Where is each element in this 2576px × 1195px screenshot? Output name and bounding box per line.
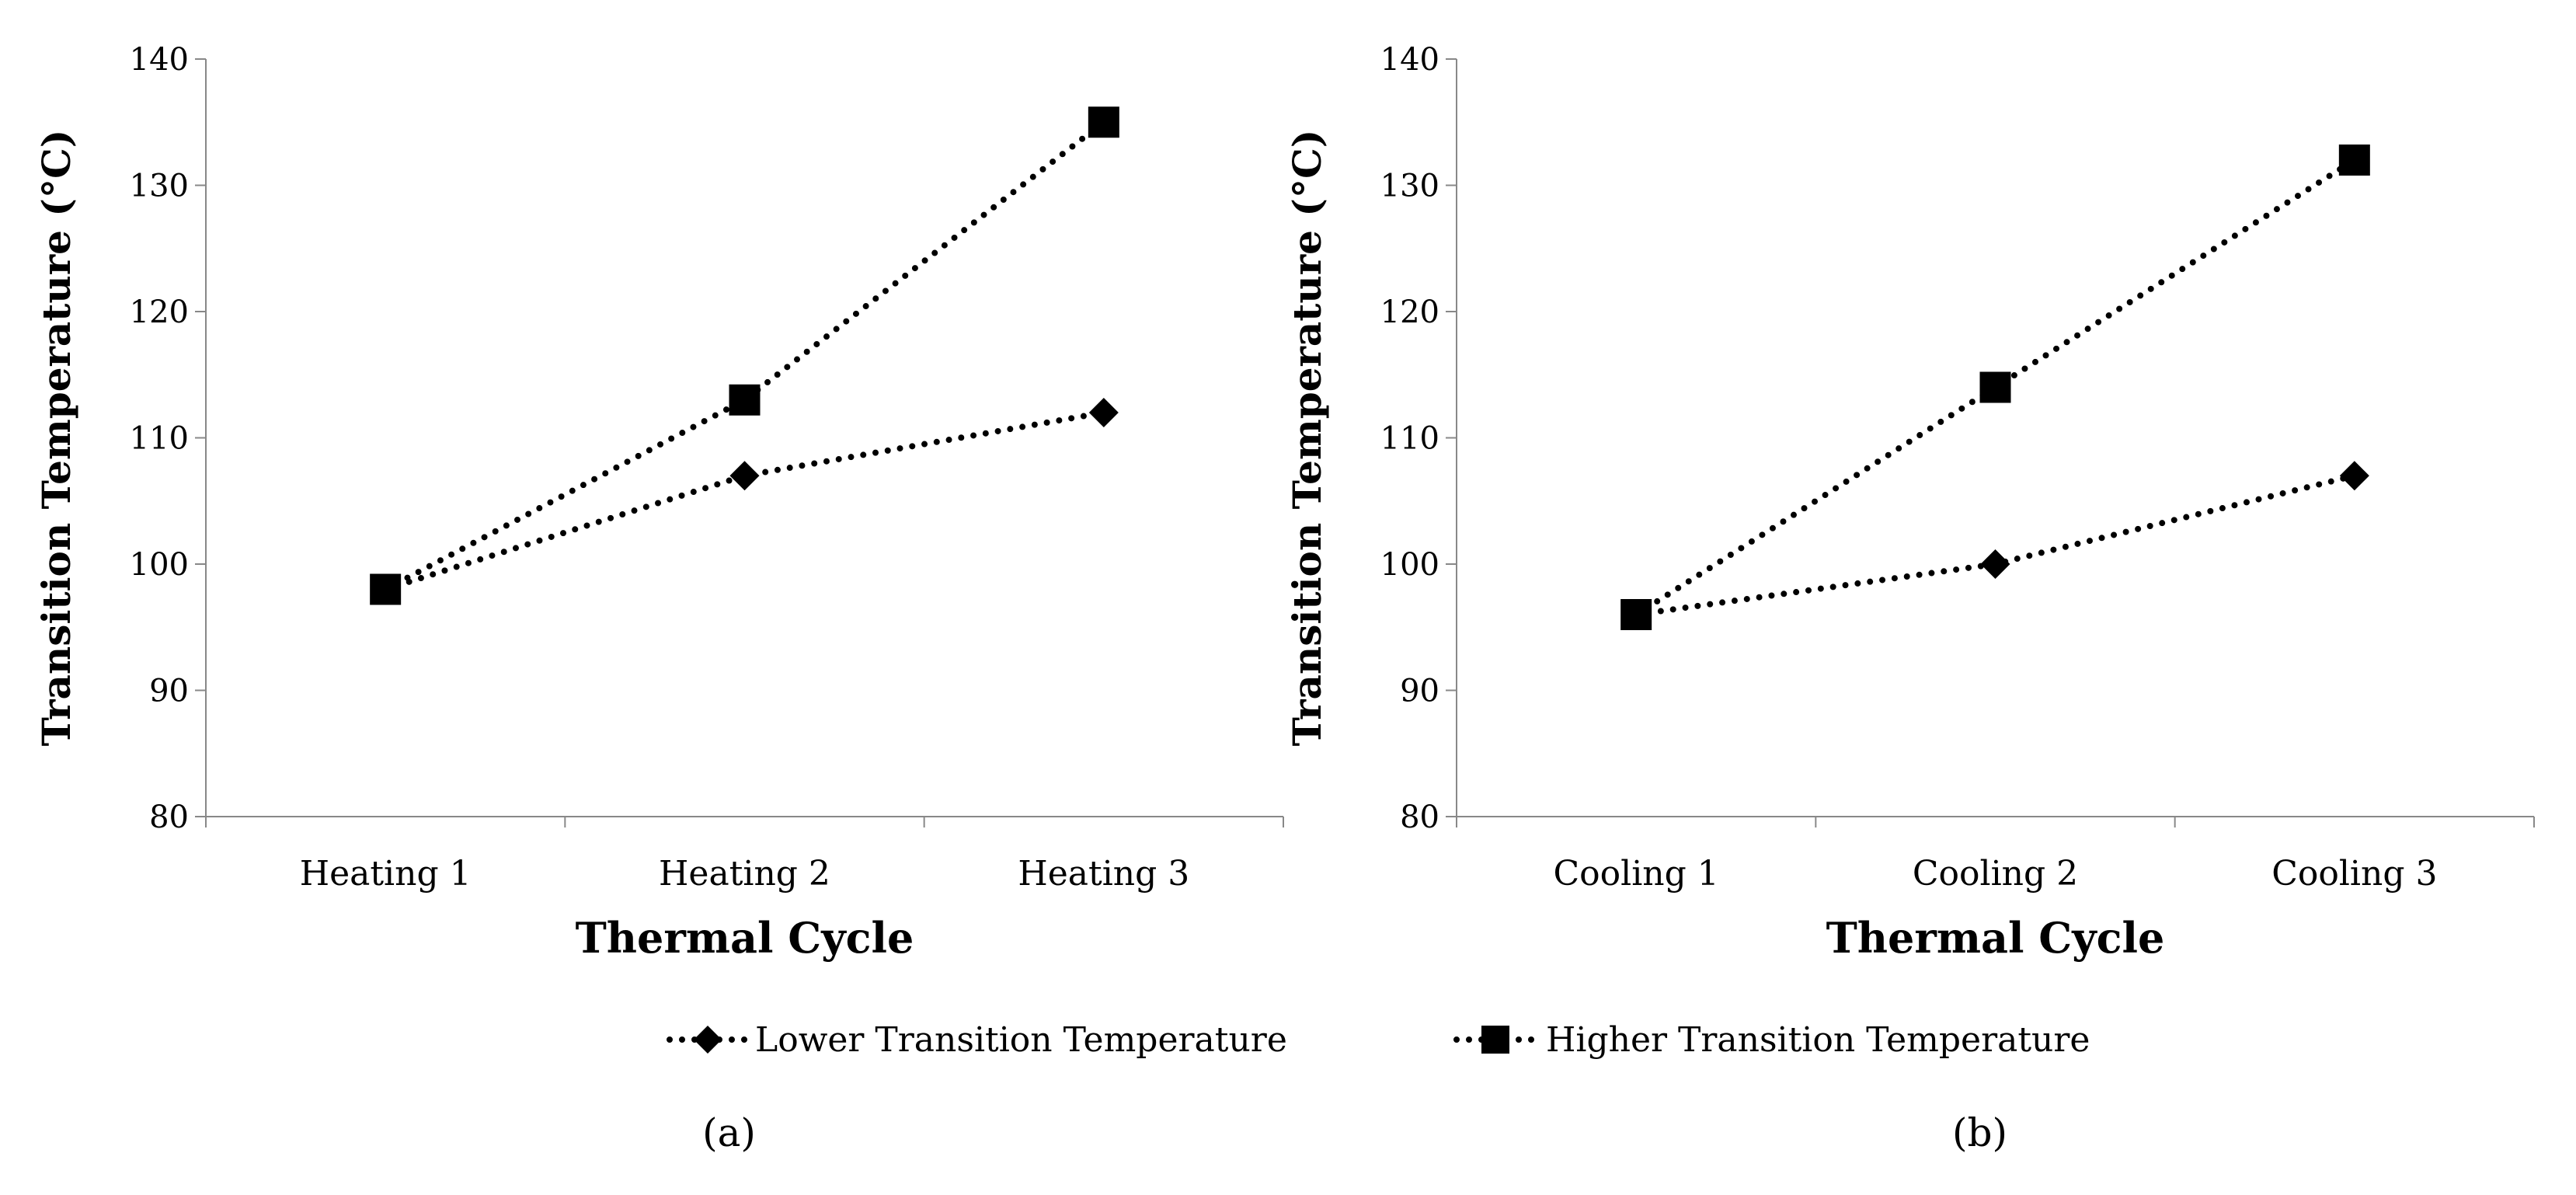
- x-tick-label: Heating 1: [300, 854, 472, 894]
- x-axis-title: Thermal Cycle: [576, 913, 914, 963]
- data-point-diamond: [1980, 549, 2010, 579]
- legend: Lower Transition Temperature Higher Tran…: [667, 1020, 2090, 1060]
- legend-label-lower: Lower Transition Temperature: [755, 1020, 1287, 1060]
- y-tick-label: 100: [130, 547, 189, 583]
- data-point-square: [1088, 106, 1119, 138]
- y-tick-label: 120: [1380, 294, 1439, 330]
- y-tick-label: 100: [1380, 547, 1439, 583]
- y-tick-label: 130: [130, 169, 189, 204]
- legend-label-higher: Higher Transition Temperature: [1546, 1020, 2090, 1060]
- legend-item-higher: Higher Transition Temperature: [1453, 1020, 2090, 1060]
- y-tick-label: 90: [149, 674, 189, 709]
- x-tick-label: Cooling 2: [1913, 854, 2078, 894]
- y-tick-label: 80: [149, 800, 189, 835]
- legend-item-lower: Lower Transition Temperature: [667, 1020, 1287, 1060]
- x-tick-label: Heating 2: [659, 854, 830, 894]
- y-tick-label: 140: [1380, 42, 1439, 78]
- series-line-lower: [1633, 472, 2358, 618]
- data-point-square: [1620, 599, 1652, 630]
- y-tick-label: 140: [130, 42, 189, 78]
- square-marker-icon: [1481, 1026, 1509, 1054]
- y-axis-title: Transition Temperature (°C): [33, 130, 79, 747]
- y-tick-label: 110: [1380, 421, 1439, 457]
- series-line-lower: [382, 409, 1107, 593]
- x-axis-title: Thermal Cycle: [1826, 913, 2165, 963]
- data-point-diamond: [729, 461, 760, 491]
- data-point-square: [729, 384, 761, 416]
- panel-label: (a): [702, 1110, 756, 1155]
- data-point-square: [370, 573, 402, 605]
- y-tick-label: 130: [1380, 169, 1439, 204]
- diamond-marker-icon: [694, 1026, 722, 1054]
- y-tick-label: 120: [130, 294, 189, 330]
- y-axis-title: Transition Temperature (°C): [1284, 130, 1330, 747]
- data-point-diamond: [1088, 398, 1119, 427]
- x-tick-label: Cooling 3: [2271, 854, 2437, 894]
- y-tick-label: 110: [130, 421, 189, 457]
- data-point-diamond: [2339, 461, 2369, 491]
- x-tick-label: Cooling 1: [1554, 854, 1719, 894]
- chart-panel-a: 80 90 100 110 120 130 140 Heating 1 Heating 2 Hea…: [33, 42, 1284, 1155]
- chart-panel-b: 80 90 100 110 120 130 140 Cooling 1 Cooling 2 Coo…: [1284, 42, 2535, 1155]
- series-line-higher: [382, 119, 1107, 593]
- y-tick-label: 90: [1400, 674, 1439, 709]
- data-point-square: [1979, 371, 2011, 403]
- data-point-square: [2338, 145, 2370, 176]
- x-tick-label: Heating 3: [1018, 854, 1189, 894]
- y-tick-label: 80: [1400, 800, 1439, 835]
- panel-label: (b): [1952, 1110, 2007, 1155]
